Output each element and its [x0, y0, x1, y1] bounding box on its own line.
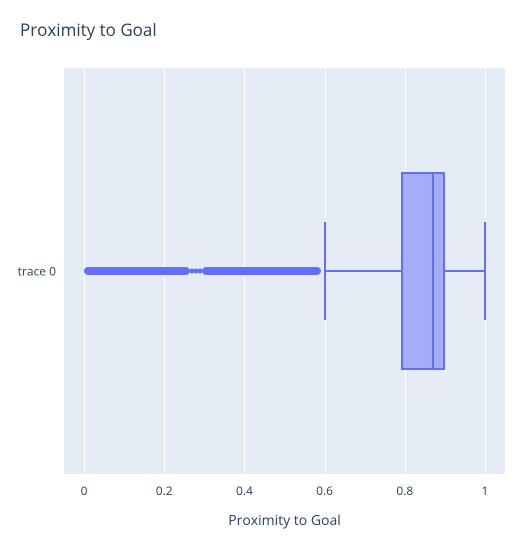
- plot-area: trace 0 00.20.40.60.81 Proximity to Goal: [64, 68, 505, 474]
- median-line: [432, 172, 434, 371]
- fence-upper: [484, 222, 486, 319]
- chart-title: Proximity to Goal: [20, 18, 157, 41]
- x-tick-label: 1: [482, 482, 489, 499]
- outlier-band: [202, 267, 320, 275]
- fence-lower: [324, 222, 326, 319]
- x-tick-label: 0.8: [396, 482, 413, 499]
- x-tick-label: 0: [81, 482, 88, 499]
- whisker-lower: [325, 270, 401, 272]
- outlier-band: [84, 267, 190, 275]
- outlier-point: [198, 269, 203, 274]
- x-tick-label: 0.6: [316, 482, 333, 499]
- y-tick-label: trace 0: [18, 263, 56, 280]
- x-tick-label: 0.2: [156, 482, 173, 499]
- x-axis-title: Proximity to Goal: [228, 511, 341, 530]
- box: [401, 172, 445, 371]
- whisker-upper: [445, 270, 485, 272]
- x-tick-label: 0.4: [236, 482, 253, 499]
